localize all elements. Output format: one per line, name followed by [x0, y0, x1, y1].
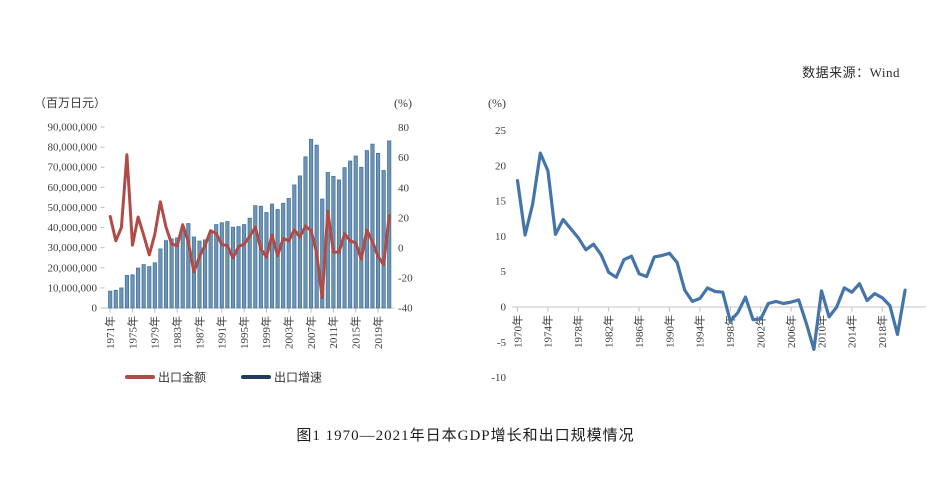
- legend-label-export-growth: 出口增速: [274, 371, 322, 385]
- svg-text:-5: -5: [497, 337, 507, 349]
- svg-text:25: 25: [495, 125, 507, 137]
- export-chart-left-axis: 90,000,000 80,000,000 70,000,000 60,000,000…: [48, 122, 105, 315]
- svg-text:1987年: 1987年: [192, 316, 206, 349]
- left-axis-unit-label: （百万日元）: [34, 96, 106, 110]
- export-chart-x-axis: 1971年 1975年 1979年 1983年 1987年 1991年 1995年 1999年…: [103, 307, 394, 349]
- svg-text:10: 10: [495, 231, 507, 243]
- svg-text:1995年: 1995年: [237, 316, 251, 349]
- svg-text:2011年: 2011年: [326, 316, 340, 349]
- export-growth-line: [108, 153, 391, 300]
- svg-text:2014年: 2014年: [845, 315, 859, 348]
- svg-text:10,000,000: 10,000,000: [48, 282, 98, 294]
- svg-text:80,000,000: 80,000,000: [48, 142, 98, 154]
- svg-text:70,000,000: 70,000,000: [48, 162, 98, 174]
- svg-text:1994年: 1994年: [693, 315, 707, 348]
- svg-text:1974年: 1974年: [541, 315, 555, 348]
- gdp-chart-x-axis: 1970年 1974年 1978年 1982年 1986年 1990年 1994年 1998年…: [510, 306, 926, 348]
- svg-text:1990年: 1990年: [662, 315, 676, 348]
- svg-text:40,000,000: 40,000,000: [48, 222, 98, 234]
- gdp-growth-chart: (%) 25 20 15 10 5 0 -5 -10 1970年 1974年 1978年 1982年…: [488, 96, 926, 384]
- svg-text:2003年: 2003年: [282, 316, 296, 349]
- svg-text:-40: -40: [398, 303, 413, 315]
- svg-text:0: 0: [398, 243, 404, 255]
- svg-text:60: 60: [398, 152, 410, 164]
- svg-text:20: 20: [398, 212, 410, 224]
- svg-text:20,000,000: 20,000,000: [48, 262, 98, 274]
- svg-text:-10: -10: [491, 372, 506, 384]
- svg-text:1970年: 1970年: [510, 315, 524, 348]
- svg-text:1983年: 1983年: [170, 316, 184, 349]
- svg-text:1986年: 1986年: [632, 315, 646, 348]
- svg-text:-20: -20: [398, 273, 413, 285]
- svg-text:2007年: 2007年: [304, 316, 318, 349]
- svg-text:2018年: 2018年: [875, 315, 889, 348]
- svg-text:1991年: 1991年: [215, 316, 229, 349]
- export-chart-legend: 出口金额 出口增速: [125, 370, 322, 385]
- gdp-growth-line: [515, 151, 907, 351]
- svg-text:0: 0: [501, 302, 507, 314]
- svg-text:2006年: 2006年: [784, 315, 798, 348]
- gdp-chart-y-axis: 25 20 15 10 5 0 -5 -10: [491, 125, 506, 384]
- export-amount-bars: [108, 138, 392, 309]
- svg-text:60,000,000: 60,000,000: [48, 182, 98, 194]
- svg-text:1999年: 1999年: [259, 316, 273, 349]
- export-chart: （百万日元） (%) 90,000,000 80,000,000 70,000,00…: [34, 96, 413, 385]
- export-chart-right-axis: 80 60 40 20 0 -20 -40: [398, 122, 413, 315]
- data-source-note: 数据来源：Wind: [802, 65, 900, 80]
- figure-caption: 图1 1970—2021年日本GDP增长和出口规模情况: [296, 428, 635, 444]
- svg-text:1979年: 1979年: [148, 316, 162, 349]
- svg-text:20: 20: [495, 160, 507, 172]
- svg-text:50,000,000: 50,000,000: [48, 202, 98, 214]
- svg-text:0: 0: [92, 303, 98, 315]
- svg-text:2015年: 2015年: [349, 316, 363, 349]
- svg-text:1998年: 1998年: [723, 315, 737, 348]
- legend-label-export-amount: 出口金额: [158, 370, 206, 385]
- svg-text:15: 15: [495, 196, 507, 208]
- svg-text:30,000,000: 30,000,000: [48, 242, 98, 254]
- svg-text:5: 5: [501, 266, 507, 278]
- svg-text:90,000,000: 90,000,000: [48, 122, 98, 134]
- svg-text:1975年: 1975年: [125, 316, 139, 349]
- svg-text:2019年: 2019年: [371, 316, 385, 349]
- svg-text:80: 80: [398, 122, 410, 134]
- svg-text:2002年: 2002年: [754, 315, 768, 348]
- right-axis-unit-label: (%): [394, 96, 412, 110]
- svg-text:1982年: 1982年: [602, 315, 616, 348]
- svg-text:40: 40: [398, 182, 410, 194]
- gdp-axis-unit-label: (%): [488, 96, 506, 110]
- svg-text:1978年: 1978年: [571, 315, 585, 348]
- svg-text:1971年: 1971年: [103, 316, 117, 349]
